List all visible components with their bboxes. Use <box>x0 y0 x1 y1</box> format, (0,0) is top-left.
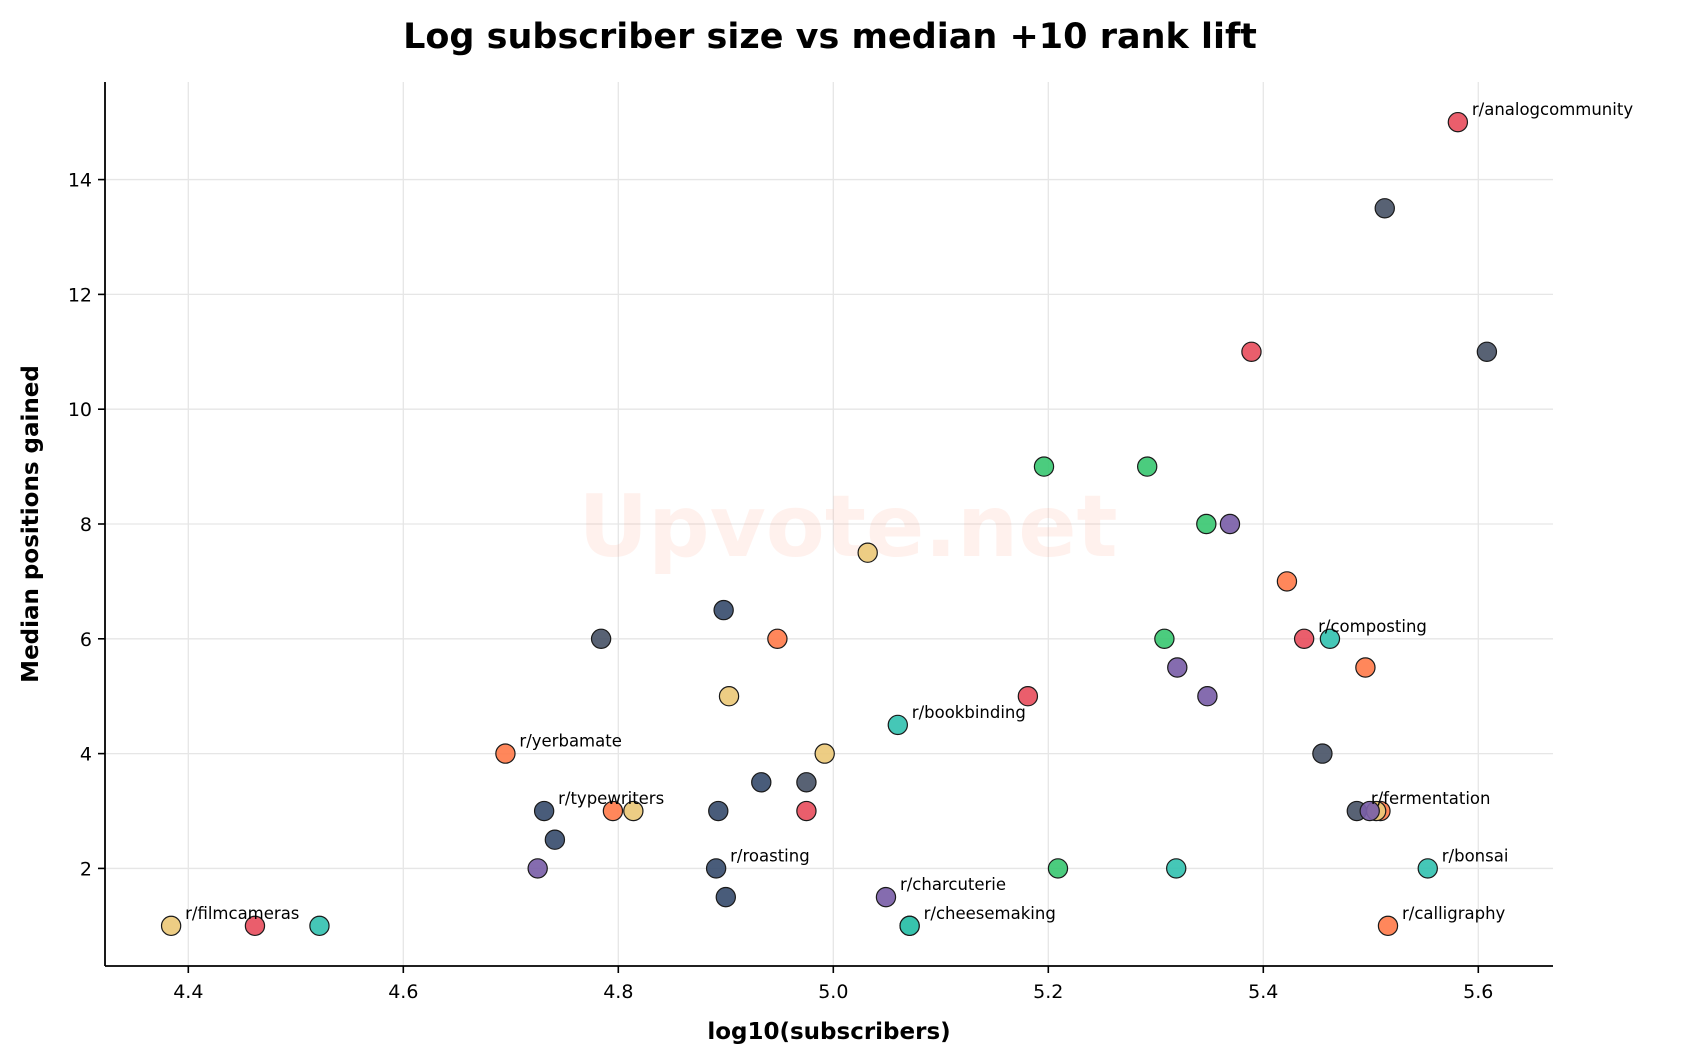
point-label: r/filmcameras <box>185 904 299 923</box>
data-point <box>796 772 817 793</box>
x-tick-label: 5.2 <box>1033 981 1063 1003</box>
y-axis-label: Median positions gained <box>18 365 44 683</box>
data-point <box>527 858 548 879</box>
point-label: r/roasting <box>730 846 810 865</box>
data-point <box>715 886 737 908</box>
data-point <box>1377 915 1399 937</box>
data-point <box>244 915 266 937</box>
data-point <box>857 542 878 563</box>
data-point <box>495 743 516 764</box>
data-point <box>1293 628 1315 650</box>
x-tick-label: 5.4 <box>1248 981 1278 1003</box>
data-point <box>1417 858 1438 879</box>
data-point <box>1319 628 1341 650</box>
x-axis-label: log10(subscribers) <box>707 1019 950 1045</box>
data-point <box>1197 686 1218 707</box>
point-label: r/cheesemaking <box>924 904 1056 923</box>
point-label: r/analogcommunity <box>1472 100 1633 119</box>
x-tick-label: 4.6 <box>388 981 418 1003</box>
data-point <box>1196 513 1217 535</box>
data-point <box>1374 198 1395 219</box>
y-tick-label: 4 <box>80 744 92 766</box>
y-tick-label: 6 <box>80 629 92 651</box>
data-point <box>623 800 644 822</box>
data-point <box>705 858 727 879</box>
data-point <box>1447 111 1469 133</box>
y-tick-label: 10 <box>68 399 92 421</box>
data-point <box>1017 686 1039 707</box>
data-point <box>767 628 788 650</box>
point-label: r/typewriters <box>558 789 664 808</box>
data-point <box>1167 657 1188 678</box>
data-point <box>708 800 729 822</box>
y-tick-label: 8 <box>80 514 92 536</box>
data-point <box>1033 456 1055 477</box>
data-point <box>887 714 908 736</box>
point-label: r/composting <box>1318 617 1427 636</box>
data-point <box>1219 513 1241 535</box>
watermark: Upvote.net <box>578 477 1117 577</box>
point-label: r/fermentation <box>1371 789 1491 808</box>
chart-title: Log subscriber size vs median +10 rank l… <box>403 17 1257 57</box>
x-tick-label: 4.8 <box>603 981 633 1003</box>
data-point <box>602 800 624 822</box>
data-point <box>875 886 897 908</box>
x-tick-label: 5.0 <box>818 981 848 1003</box>
data-point <box>1154 628 1175 650</box>
point-label: r/yerbamate <box>519 732 621 751</box>
y-tick-label: 12 <box>68 284 92 306</box>
data-point <box>899 915 920 937</box>
data-point <box>160 915 182 937</box>
data-point <box>1355 657 1376 678</box>
data-point <box>533 800 555 822</box>
y-tick-label: 14 <box>68 170 92 192</box>
x-tick-label: 5.6 <box>1463 981 1493 1003</box>
y-tick-label: 2 <box>80 858 92 880</box>
data-point <box>1359 800 1380 822</box>
data-point <box>590 628 612 650</box>
point-label: r/charcuterie <box>900 875 1006 894</box>
point-labels: r/analogcommunity r/composting r/bookbindi… <box>185 100 1633 923</box>
data-point <box>814 743 835 764</box>
x-tick-label: 4.4 <box>173 981 203 1003</box>
point-label: r/bonsai <box>1442 846 1509 865</box>
data-point <box>544 829 566 850</box>
data-point <box>1136 456 1158 477</box>
data-point <box>751 772 772 793</box>
axis-ticks: 4.4 4.6 4.8 5.0 5.2 5.4 5.6 2 4 6 8 10 12 14 <box>68 170 1494 1003</box>
data-point <box>1166 858 1187 879</box>
data-point <box>1476 341 1498 362</box>
data-point <box>796 800 817 822</box>
data-point <box>1047 858 1069 879</box>
data-point <box>1241 341 1262 362</box>
data-point <box>1312 743 1333 764</box>
data-point <box>713 599 734 621</box>
point-label: r/calligraphy <box>1402 904 1506 923</box>
data-point <box>309 915 330 937</box>
point-label: r/bookbinding <box>912 703 1026 722</box>
data-points <box>160 111 1498 937</box>
data-point <box>718 686 740 707</box>
data-point <box>1276 571 1298 592</box>
